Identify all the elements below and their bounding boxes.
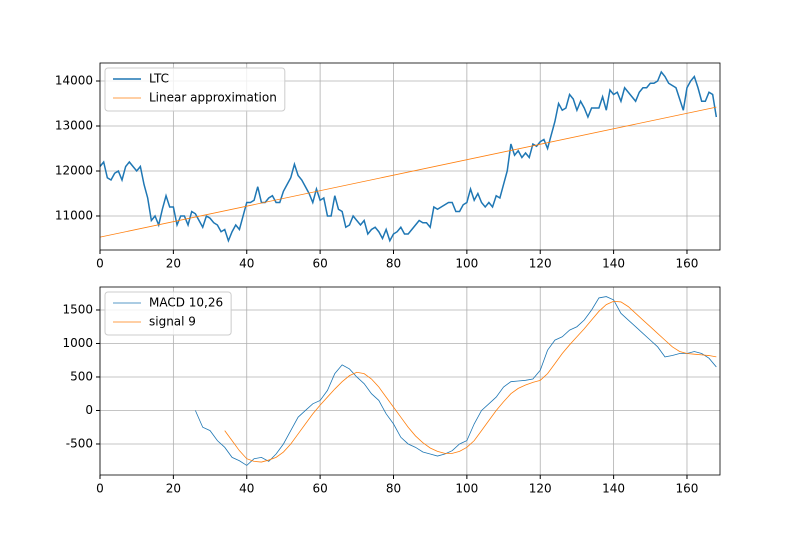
x-tick-label: 20 (166, 482, 181, 496)
legend-box (104, 67, 286, 112)
x-tick-label: 0 (96, 482, 104, 496)
data-line (195, 296, 717, 466)
axes-frame (99, 62, 721, 251)
x-tick-label: 100 (455, 257, 478, 271)
y-tick-label: 14000 (55, 73, 93, 87)
x-tick-label: 80 (386, 482, 401, 496)
legend-label: Linear approximation (149, 91, 277, 105)
x-tick-label: 100 (455, 482, 478, 496)
data-line (100, 106, 717, 238)
legend-label: LTC (149, 72, 169, 86)
legend-label: signal 9 (149, 315, 196, 329)
y-tick-label: 12000 (55, 163, 93, 177)
x-tick-label: 60 (312, 482, 327, 496)
y-tick-label: 1000 (62, 336, 93, 350)
legend-label: MACD 10,26 (149, 296, 223, 310)
x-tick-label: 60 (312, 257, 327, 271)
axes-frame (99, 286, 721, 476)
x-tick-label: 140 (602, 257, 625, 271)
x-tick-label: 20 (166, 257, 181, 271)
x-tick-label: 40 (239, 482, 254, 496)
y-tick-label: 500 (70, 369, 93, 383)
y-tick-label: -500 (66, 436, 93, 450)
y-tick-label: 11000 (55, 208, 93, 222)
data-line (224, 300, 717, 463)
x-tick-label: 160 (676, 257, 699, 271)
x-tick-label: 120 (529, 482, 552, 496)
x-tick-label: 0 (96, 257, 104, 271)
x-tick-label: 160 (676, 482, 699, 496)
y-tick-label: 0 (85, 403, 93, 417)
y-tick-label: 1500 (62, 302, 93, 316)
y-tick-label: 13000 (55, 118, 93, 132)
x-tick-label: 140 (602, 482, 625, 496)
data-line (100, 70, 718, 243)
x-tick-label: 120 (529, 257, 552, 271)
x-tick-label: 80 (386, 257, 401, 271)
x-tick-label: 40 (239, 257, 254, 271)
